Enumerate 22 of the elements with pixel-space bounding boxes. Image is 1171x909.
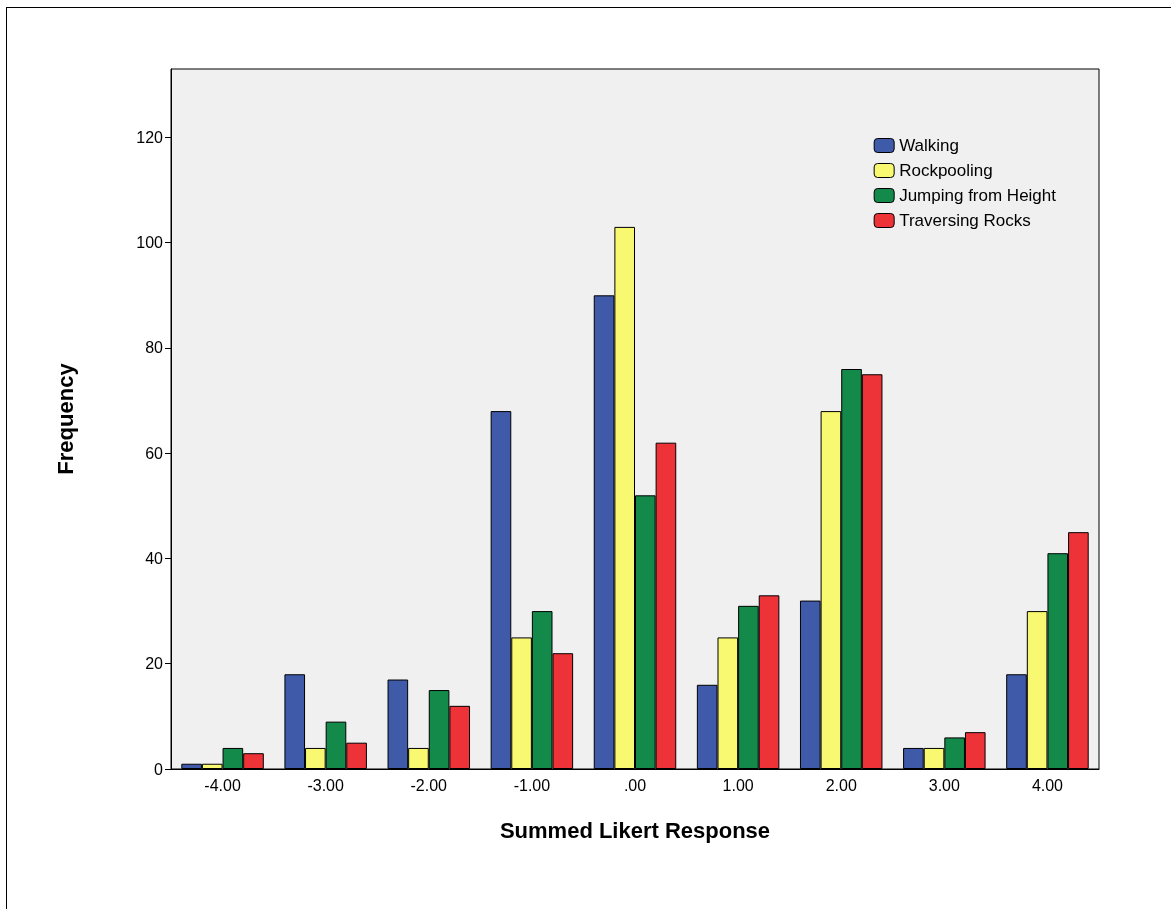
y-tick-label: 120 <box>136 128 164 146</box>
x-tick-label: 1.00 <box>722 776 754 794</box>
legend-label: Jumping from Height <box>899 186 1057 205</box>
x-tick-label: -4.00 <box>204 776 241 794</box>
x-tick-label: .00 <box>623 776 647 794</box>
x-tick-label: 4.00 <box>1031 776 1064 794</box>
y-tick-label: 100 <box>136 234 164 252</box>
x-axis-title: Summed Likert Response <box>499 817 771 843</box>
x-tick-label: -3.00 <box>307 776 344 794</box>
y-tick-label: 20 <box>145 655 164 673</box>
legend-label: Traversing Rocks <box>899 211 1031 230</box>
x-tick-label: 3.00 <box>928 776 961 794</box>
legend-label: Walking <box>899 136 959 155</box>
x-tick-label: -1.00 <box>513 776 551 794</box>
x-tick-label: 2.00 <box>825 776 857 794</box>
legend-label: Rockpooling <box>899 161 993 180</box>
y-tick-label: 60 <box>145 444 164 462</box>
x-tick-label: -2.00 <box>410 776 448 794</box>
y-tick-label: 0 <box>154 760 164 778</box>
y-tick-label: 80 <box>145 339 164 357</box>
y-axis-title: Frequency <box>52 362 78 475</box>
y-tick-label: 40 <box>145 549 164 567</box>
